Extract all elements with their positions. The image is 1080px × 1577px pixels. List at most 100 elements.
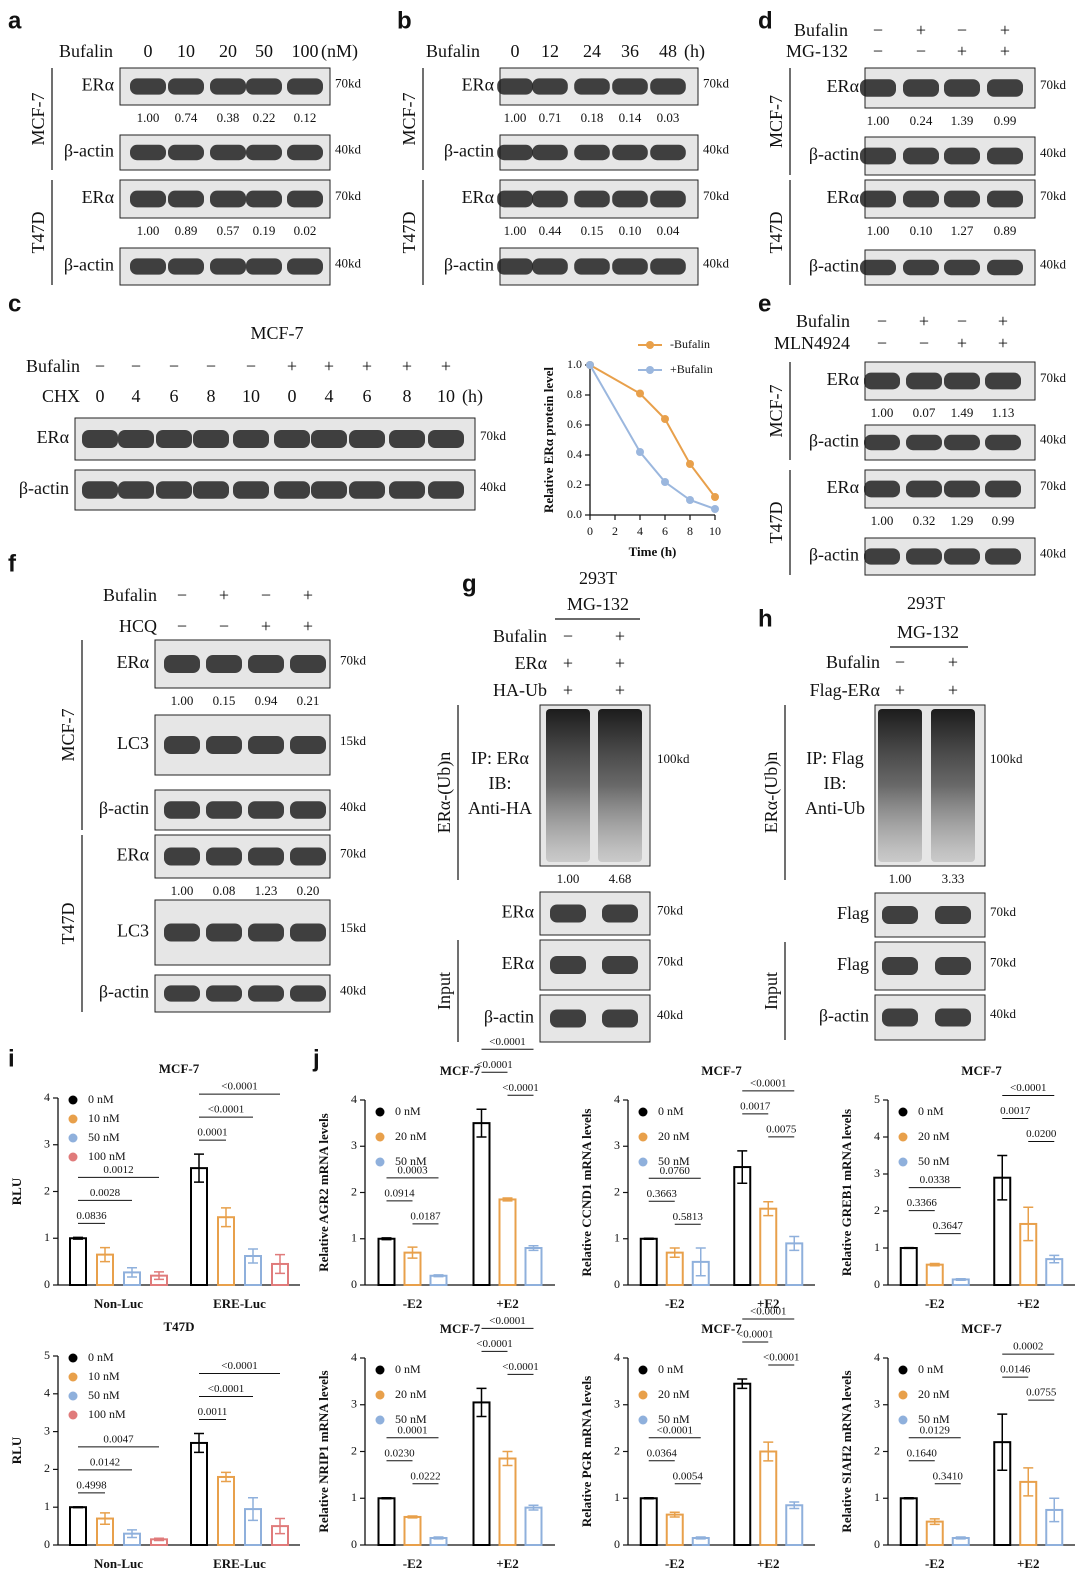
condition-label: Bufalin [426, 41, 480, 61]
legend-marker [68, 1410, 78, 1420]
bar [524, 1506, 543, 1546]
row-label: ERα [82, 75, 115, 95]
group-label: ERα-(Ub)n [434, 752, 455, 833]
band [311, 481, 347, 499]
band [206, 923, 242, 942]
condition-mark: + [948, 652, 958, 672]
legend-label: 100 nM [88, 1149, 126, 1163]
condition-label: Bufalin [493, 626, 547, 646]
band [168, 258, 204, 275]
row-label: ERα [827, 76, 860, 96]
band [287, 258, 323, 275]
chart-title: MCF-7 [961, 1063, 1002, 1078]
band [130, 190, 166, 208]
condition-mark: + [948, 680, 958, 700]
condition-mark: − [131, 356, 141, 376]
row-label: ERα [462, 187, 495, 207]
band [130, 78, 166, 95]
error-bar [476, 1108, 487, 1138]
y-tick-label: 0 [351, 1537, 357, 1551]
group-label: MCF-7 [399, 92, 419, 145]
condition-mark: − [169, 356, 179, 376]
legend-label: 0 nM [658, 1104, 684, 1118]
x-tick-label: -E2 [665, 1296, 685, 1311]
panel-letter: h [758, 605, 773, 632]
y-axis-title: RLU [9, 1436, 24, 1464]
condition-mark: − [916, 41, 926, 61]
condition-mark: − [919, 333, 929, 353]
quantification: 0.89 [175, 223, 198, 238]
y-tick-label: 0 [44, 1537, 50, 1551]
kd-label: 70kd [335, 76, 362, 91]
group-label: MCF-7 [766, 95, 786, 148]
band [287, 144, 323, 161]
band [906, 480, 942, 498]
group-label: Input [434, 972, 454, 1010]
band [248, 736, 284, 754]
row-label: β-actin [819, 1006, 869, 1026]
p-value: 0.3410 [933, 1470, 964, 1482]
condition-mark: − [206, 356, 216, 376]
p-value: 0.4998 [76, 1479, 107, 1491]
panel-letter: c [8, 290, 21, 317]
x-tick-label: +E2 [757, 1556, 780, 1571]
row-label: ERα [117, 652, 150, 672]
error-bar [433, 1536, 444, 1540]
band [164, 801, 200, 819]
bar [217, 1475, 235, 1546]
panel-letter: e [758, 290, 771, 317]
kd-label: 70kd [340, 653, 367, 668]
kd-label: 15kd [340, 733, 367, 748]
p-value: 0.0075 [766, 1123, 797, 1135]
x-tick-label: +E2 [1017, 1556, 1040, 1571]
error-bar [407, 1246, 418, 1259]
y-axis-title: Relative ERα protein level [541, 367, 556, 513]
quantification: 1.00 [504, 223, 527, 238]
p-value: 0.0001 [197, 1127, 227, 1139]
smear [546, 709, 590, 862]
y-tick-label: 4 [614, 1350, 620, 1364]
band [206, 655, 242, 673]
band [274, 481, 310, 499]
quantification: 0.12 [294, 110, 317, 125]
band [944, 190, 980, 208]
error-bar [248, 1497, 258, 1522]
bar [377, 1497, 396, 1546]
y-tick-label: 4 [44, 1090, 50, 1104]
kd-label: 70kd [335, 188, 362, 203]
condition-mark: + [303, 616, 313, 636]
x-tick-label: -E2 [925, 1556, 945, 1571]
band [903, 147, 939, 165]
y-tick-label: 2 [351, 1184, 357, 1198]
condition-mark: + [919, 311, 929, 331]
p-value: <0.0001 [502, 1082, 538, 1094]
quantification: 1.13 [992, 405, 1015, 420]
error-bar [1049, 1497, 1060, 1523]
band [210, 190, 246, 208]
band [935, 906, 971, 924]
legend-marker [68, 1133, 78, 1143]
kd-label: 70kd [1040, 77, 1067, 92]
p-value: 0.0012 [103, 1164, 133, 1176]
band [164, 923, 200, 942]
band [864, 372, 900, 390]
group-label: MCF-7 [766, 384, 786, 437]
p-value: <0.0001 [737, 1329, 773, 1341]
smear [931, 709, 975, 862]
band [906, 372, 942, 390]
band [550, 904, 586, 923]
legend-label: 20 nM [658, 1387, 690, 1401]
point [586, 361, 594, 369]
smear [598, 709, 642, 862]
bar [665, 1513, 684, 1547]
condition-mark: + [287, 356, 297, 376]
row-label: Flag [837, 954, 869, 974]
y-tick-label: 3 [351, 1397, 357, 1411]
x-tick-label: 8 [687, 524, 693, 538]
legend-label: 0 nM [395, 1362, 421, 1376]
y-tick-label: 1 [874, 1240, 880, 1254]
band [210, 258, 246, 275]
y-tick-label: 0.0 [567, 507, 582, 521]
error-bar [929, 1518, 940, 1526]
band [650, 190, 686, 208]
